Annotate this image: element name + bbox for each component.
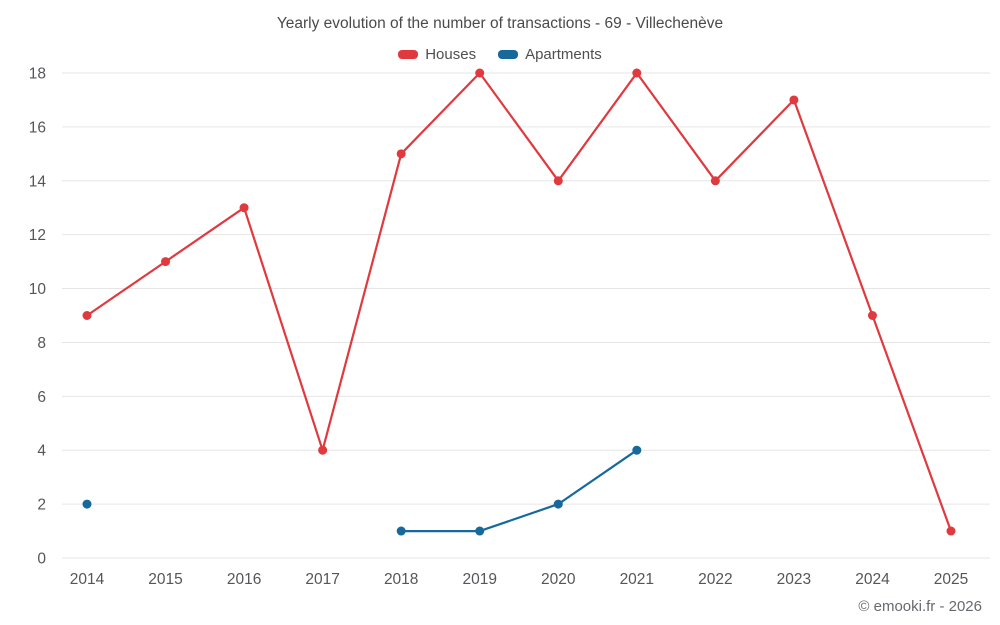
x-axis-tick-label: 2017 (305, 571, 339, 588)
data-point-houses-2014[interactable] (82, 311, 92, 320)
x-axis-tick-label: 2020 (541, 571, 576, 588)
data-point-houses-2023[interactable] (789, 95, 799, 105)
data-point-houses-2015[interactable] (161, 257, 171, 267)
x-axis-tick-label: 2025 (934, 571, 968, 588)
y-axis-tick-label: 2 (37, 497, 46, 514)
y-axis-tick-label: 8 (37, 335, 46, 352)
x-axis-tick-label: 2018 (384, 571, 418, 588)
legend-swatch-houses (398, 50, 419, 59)
data-point-apartments-2014[interactable] (82, 499, 92, 509)
x-axis-tick-label: 2014 (70, 571, 105, 588)
x-axis-tick-label: 2023 (777, 571, 811, 588)
x-axis-tick-label: 2016 (227, 571, 261, 588)
series-line-houses (85, 71, 953, 533)
y-axis-tick-label: 14 (29, 173, 47, 190)
x-axis-tick-label: 2022 (698, 571, 732, 588)
data-point-houses-2016[interactable] (239, 203, 249, 213)
data-point-apartments-2018[interactable] (396, 526, 406, 536)
data-point-houses-2022[interactable] (710, 176, 720, 186)
x-axis-tick-label: 2019 (462, 571, 496, 588)
y-axis-tick-label: 16 (29, 119, 46, 136)
data-point-houses-2021[interactable] (632, 68, 642, 78)
legend-item-houses[interactable]: Houses (398, 46, 476, 63)
x-axis-tick-label: 2024 (855, 571, 890, 588)
legend-label-apartments: Apartments (525, 46, 602, 63)
y-axis-tick-label: 12 (29, 227, 46, 244)
data-point-apartments-2019[interactable] (475, 526, 485, 536)
data-point-apartments-2020[interactable] (553, 499, 563, 509)
y-axis-tick-label: 4 (37, 443, 46, 460)
data-point-houses-2024[interactable] (867, 311, 877, 320)
y-axis-tick-label: 6 (37, 389, 46, 406)
data-point-houses-2018[interactable] (396, 149, 406, 159)
legend-label-houses: Houses (425, 46, 477, 63)
x-axis-tick-label: 2015 (148, 571, 182, 588)
x-axis-tick-label: 2021 (620, 571, 654, 588)
data-point-apartments-2021[interactable] (632, 445, 642, 455)
data-point-houses-2019[interactable] (475, 68, 485, 78)
series-line-apartments (400, 449, 638, 533)
chart-title: Yearly evolution of the number of transa… (276, 15, 724, 32)
y-axis-tick-label: 0 (37, 551, 46, 568)
data-point-houses-2025[interactable] (946, 526, 956, 536)
footer-credit: © emooki.fr - 2026 (858, 598, 982, 615)
legend-swatch-apartments (498, 50, 519, 59)
chart-legend: Houses Apartments (0, 46, 1000, 63)
y-axis-tick-label: 18 (29, 66, 46, 83)
y-axis-tick-label: 10 (29, 281, 47, 298)
data-point-houses-2017[interactable] (318, 445, 328, 455)
legend-item-apartments[interactable]: Apartments (498, 46, 602, 63)
data-point-houses-2020[interactable] (553, 176, 563, 186)
